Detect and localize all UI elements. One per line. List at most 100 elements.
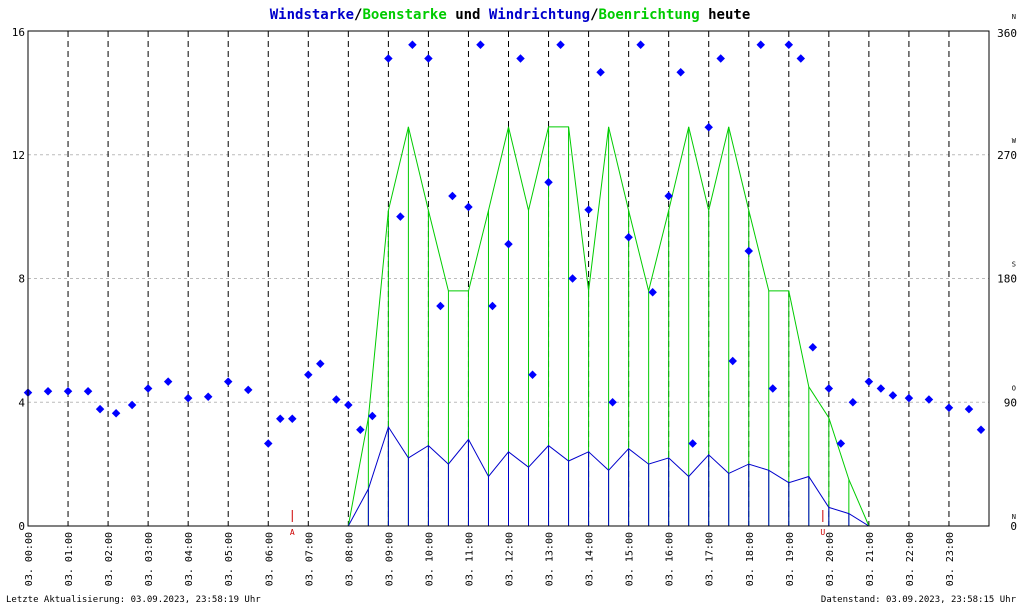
direction-point — [504, 239, 513, 249]
chart-title: Windstarke/Boenstarke und Windrichtung/B… — [270, 7, 751, 23]
direction-point — [688, 439, 697, 448]
x-tick-label: 03. 20:00 — [825, 532, 836, 586]
direction-point — [848, 398, 858, 407]
title-part-1: / — [354, 7, 362, 23]
direction-point — [276, 414, 285, 423]
direction-point — [796, 54, 806, 63]
x-tick-label: 03. 02:00 — [104, 532, 115, 586]
x-tick-label: 03. 07:00 — [304, 532, 315, 586]
title-part-6: Boenrichtung — [599, 7, 700, 23]
direction-point — [964, 404, 974, 414]
direction-point — [356, 425, 365, 434]
x-tick-label: 03. 15:00 — [625, 532, 636, 586]
direction-point — [676, 68, 685, 77]
direction-point — [944, 403, 954, 412]
direction-point — [756, 40, 766, 49]
y-tick-label: 4 — [18, 396, 25, 409]
x-tick-label: 03. 19:00 — [785, 532, 796, 586]
direction-point — [223, 377, 233, 386]
direction-point — [43, 387, 53, 396]
direction-point — [396, 212, 405, 221]
direction-point — [243, 385, 253, 395]
direction-point — [476, 40, 485, 49]
windstarke-line — [28, 425, 981, 527]
direction-point — [636, 40, 645, 49]
title-part-4: Windrichtung — [489, 7, 590, 23]
direction-point — [704, 123, 713, 132]
direction-point — [784, 40, 794, 49]
direction-point — [624, 233, 633, 242]
y-tick-label: 0 — [18, 520, 25, 533]
direction-point — [63, 387, 73, 396]
direction-point — [888, 391, 898, 400]
x-tick-label: 03. 06:00 — [264, 532, 275, 586]
x-tick-label: 03. 16:00 — [665, 532, 676, 586]
direction-point — [264, 439, 273, 448]
x-tick-label: 03. 04:00 — [184, 532, 195, 586]
y-tick-label: 8 — [18, 273, 25, 286]
direction-point — [448, 191, 457, 201]
title-part-0: Windstarke — [270, 7, 354, 23]
direction-point — [424, 54, 433, 63]
footer-left: Letzte Aktualisierung: 03.09.2023, 23:58… — [6, 595, 261, 605]
wind-series-layer — [28, 425, 981, 527]
direction-point — [316, 359, 325, 368]
y2-tick-label: 0 — [1010, 520, 1017, 533]
x-tick-label: 03. 17:00 — [705, 532, 716, 586]
gust-series-layer — [28, 126, 981, 527]
direction-point — [976, 425, 986, 434]
x-tick-label: 03. 11:00 — [464, 532, 475, 586]
direction-point — [808, 343, 818, 352]
direction-point — [163, 377, 173, 386]
direction-point — [544, 178, 553, 187]
direction-point — [288, 414, 297, 423]
direction-point — [127, 400, 137, 410]
x-tick-label: 03. 10:00 — [424, 532, 435, 586]
direction-point — [648, 288, 657, 297]
x-tick-label: 03. 00:00 — [24, 532, 35, 586]
direction-point — [83, 387, 93, 396]
direction-point — [384, 54, 393, 63]
compass-label: N — [1012, 13, 1016, 21]
boenstarke-line — [28, 126, 981, 527]
x-tick-label: 03. 13:00 — [545, 532, 556, 586]
y2-tick-label: 180 — [997, 273, 1017, 286]
direction-point — [528, 370, 537, 379]
marker-label: A — [290, 528, 295, 537]
compass-label: O — [1012, 384, 1016, 392]
direction-point — [183, 393, 193, 403]
direction-point — [876, 384, 886, 393]
direction-point — [924, 395, 934, 404]
direction-points-layer — [23, 40, 986, 448]
x-tick-label: 03. 12:00 — [505, 532, 516, 586]
compass-label: W — [1012, 137, 1017, 145]
x-tick-label: 03. 23:00 — [945, 532, 956, 586]
direction-point — [332, 395, 341, 404]
x-tick-label: 03. 18:00 — [745, 532, 756, 586]
direction-point — [436, 301, 445, 311]
title-part-5: / — [590, 7, 598, 23]
direction-point — [203, 392, 213, 401]
direction-point — [95, 404, 105, 414]
x-tick-label: 03. 01:00 — [64, 532, 75, 586]
plot-frame — [27, 30, 990, 527]
direction-point — [744, 246, 753, 256]
y2-tick-label: 360 — [997, 27, 1017, 40]
direction-point — [768, 384, 778, 393]
direction-point — [864, 377, 874, 386]
direction-point — [111, 409, 121, 418]
direction-point — [304, 370, 313, 379]
direction-point — [716, 54, 725, 63]
x-tick-label: 03. 03:00 — [144, 532, 155, 586]
direction-point — [824, 384, 834, 393]
x-tick-label: 03. 21:00 — [865, 532, 876, 586]
direction-point — [608, 398, 617, 407]
x-tick-label: 03. 08:00 — [344, 532, 355, 586]
x-tick-label: 03. 22:00 — [905, 532, 916, 586]
direction-point — [584, 205, 593, 214]
direction-point — [728, 356, 737, 366]
direction-point — [516, 54, 525, 63]
direction-point — [344, 400, 353, 410]
